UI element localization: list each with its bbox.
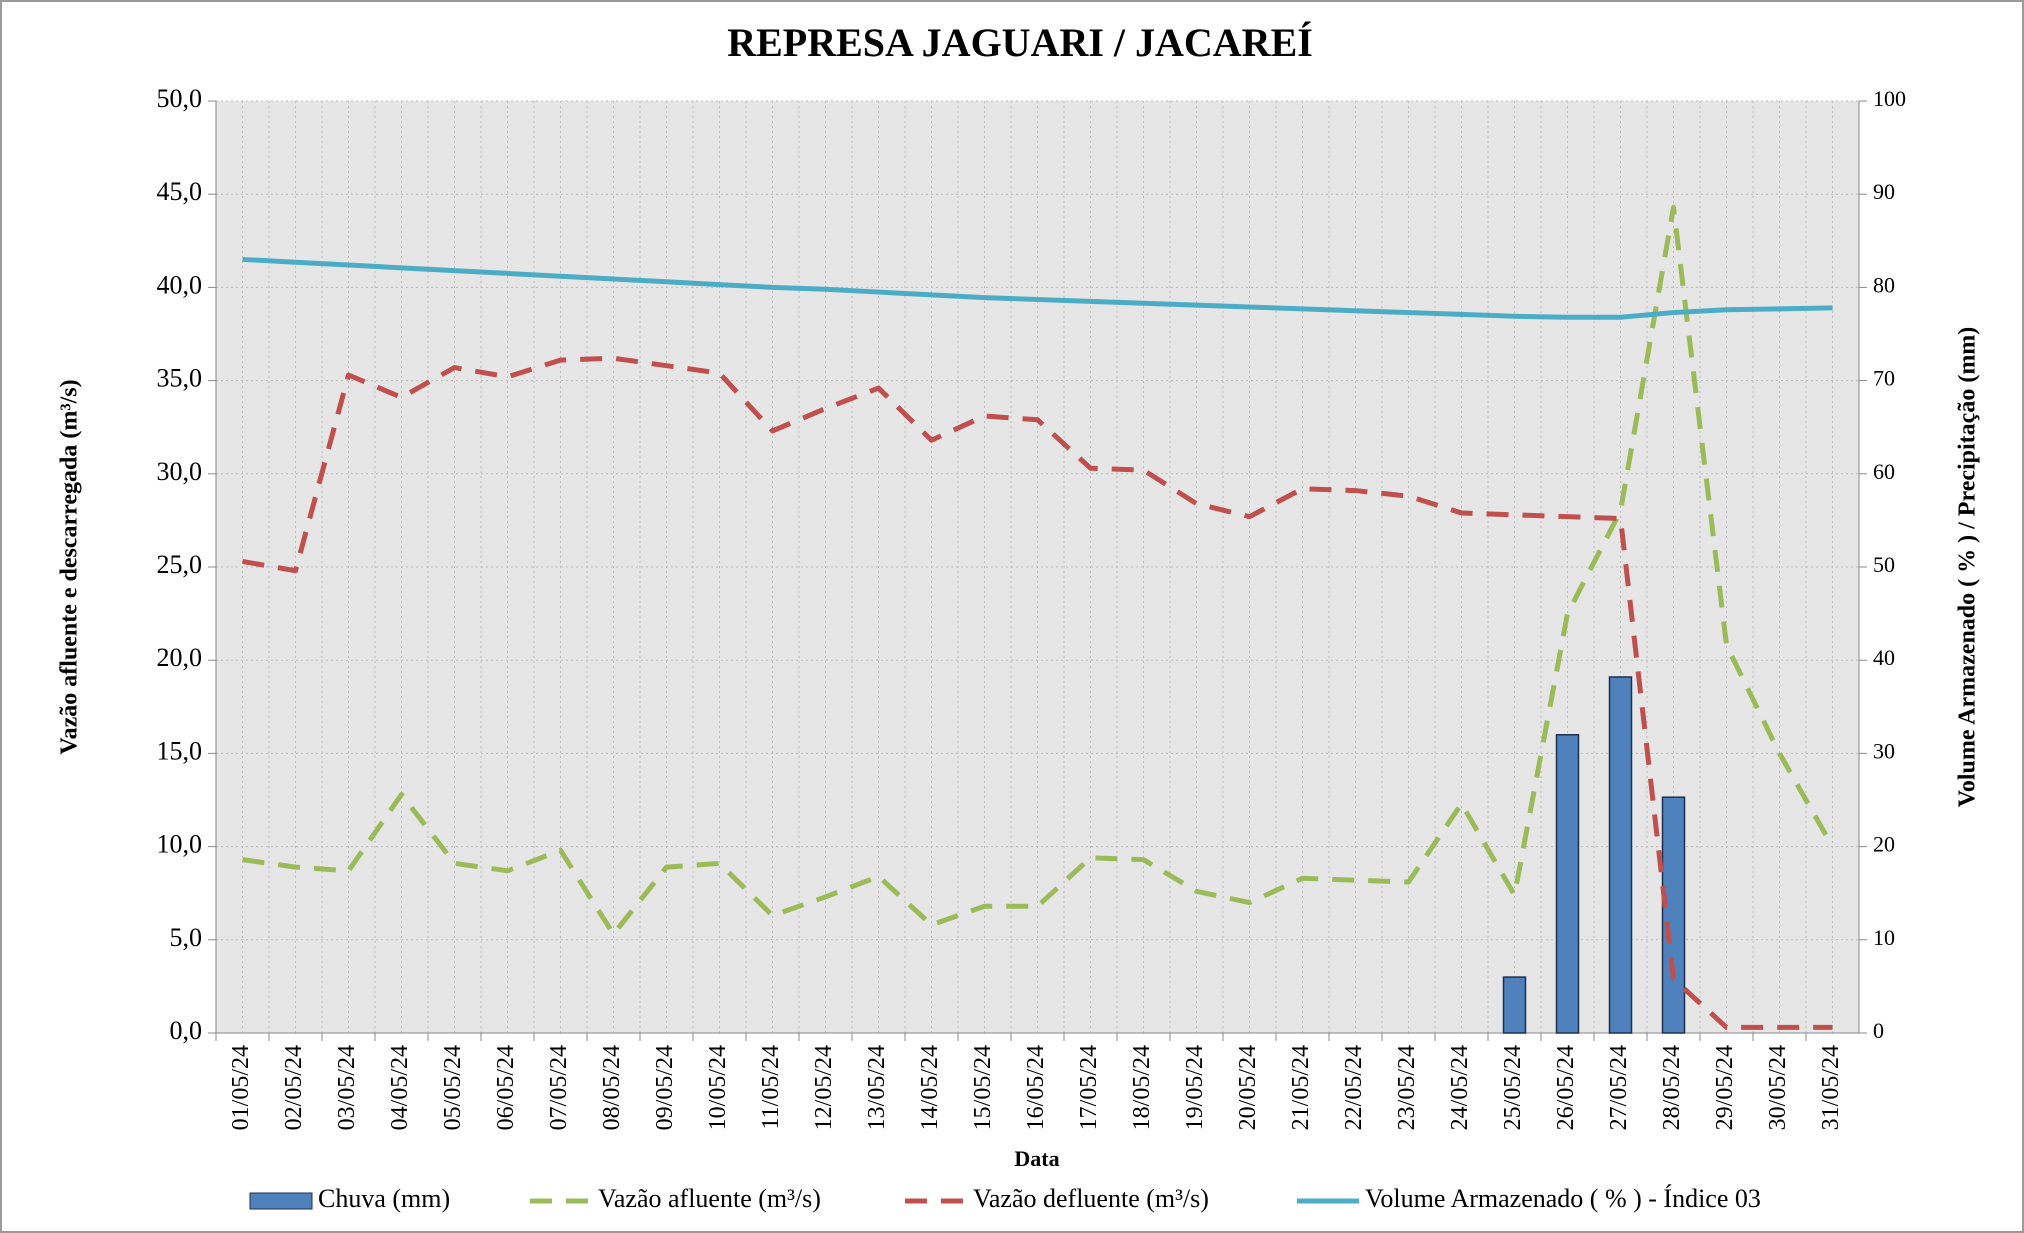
x-tick-label: 18/05/24 bbox=[1129, 1045, 1155, 1130]
x-tick-label: 04/05/24 bbox=[387, 1045, 413, 1130]
x-tick-label: 19/05/24 bbox=[1182, 1045, 1208, 1130]
x-tick-label: 15/05/24 bbox=[970, 1045, 996, 1130]
y-tick-label: 20,0 bbox=[157, 643, 203, 672]
legend-label: Chuva (mm) bbox=[318, 1184, 450, 1213]
x-tick-label: 31/05/24 bbox=[1818, 1045, 1844, 1130]
x-tick-label: 02/05/24 bbox=[281, 1045, 307, 1130]
y2-tick-label: 10 bbox=[1873, 925, 1895, 950]
x-tick-label: 24/05/24 bbox=[1447, 1045, 1473, 1130]
line bbox=[242, 256, 1833, 320]
bar bbox=[1502, 976, 1527, 1034]
y-tick-label: 30,0 bbox=[157, 457, 203, 486]
y-tick-label: 50,0 bbox=[157, 84, 203, 113]
y-tick-label: 5,0 bbox=[170, 923, 203, 952]
y2-tick-label: 20 bbox=[1873, 832, 1895, 857]
bar bbox=[1608, 676, 1633, 1034]
x-tick-label: 05/05/24 bbox=[440, 1045, 466, 1130]
x-tick-label: 10/05/24 bbox=[705, 1045, 731, 1130]
chart-title: REPRESA JAGUARI / JACAREÍ bbox=[727, 20, 1313, 65]
x-tick-label: 17/05/24 bbox=[1076, 1045, 1102, 1130]
line bbox=[242, 204, 1835, 937]
y2-tick-label: 90 bbox=[1873, 179, 1895, 204]
x-tick-label: 22/05/24 bbox=[1341, 1045, 1367, 1130]
x-tick-label: 21/05/24 bbox=[1288, 1045, 1314, 1130]
line bbox=[242, 355, 1833, 1030]
y-tick-label: 40,0 bbox=[157, 270, 203, 299]
x-tick-label: 13/05/24 bbox=[864, 1045, 890, 1130]
x-tick-label: 11/05/24 bbox=[758, 1045, 784, 1129]
legend-label: Vazão defluente (m³/s) bbox=[973, 1184, 1209, 1213]
x-tick-label: 14/05/24 bbox=[917, 1045, 943, 1130]
y2-tick-label: 100 bbox=[1873, 86, 1906, 111]
x-tick-label: 09/05/24 bbox=[652, 1045, 678, 1130]
x-tick-label: 26/05/24 bbox=[1553, 1045, 1579, 1130]
x-tick-label: 23/05/24 bbox=[1394, 1045, 1420, 1130]
y2-tick-label: 40 bbox=[1873, 645, 1895, 670]
y-tick-label: 0,0 bbox=[170, 1016, 203, 1045]
y2-tick-label: 50 bbox=[1873, 552, 1895, 577]
y2-tick-label: 80 bbox=[1873, 272, 1895, 297]
y2-tick-label: 60 bbox=[1873, 459, 1895, 484]
y-tick-label: 15,0 bbox=[157, 736, 203, 765]
bar bbox=[1661, 796, 1686, 1034]
legend-label: Volume Armazenado ( % ) - Índice 03 bbox=[1365, 1184, 1761, 1213]
x-tick-label: 12/05/24 bbox=[811, 1045, 837, 1130]
x-tick-label: 01/05/24 bbox=[228, 1045, 254, 1130]
x-tick-label: 06/05/24 bbox=[493, 1045, 519, 1130]
x-tick-label: 27/05/24 bbox=[1606, 1045, 1632, 1130]
x-tick-label: 16/05/24 bbox=[1023, 1045, 1049, 1130]
x-tick-label: 28/05/24 bbox=[1659, 1045, 1685, 1130]
y2-tick-label: 0 bbox=[1873, 1018, 1884, 1043]
bar bbox=[1555, 734, 1580, 1034]
x-tick-label: 03/05/24 bbox=[334, 1045, 360, 1130]
x-tick-label: 08/05/24 bbox=[599, 1045, 625, 1130]
x-tick-label: 20/05/24 bbox=[1235, 1045, 1261, 1130]
x-axis-label: Data bbox=[1014, 1146, 1059, 1171]
legend-swatch bbox=[249, 1192, 313, 1210]
x-tick-label: 25/05/24 bbox=[1500, 1045, 1526, 1130]
y-axis-label: Vazão afluente e descarregada (m³/s) bbox=[57, 379, 83, 754]
y2-tick-label: 30 bbox=[1873, 738, 1895, 763]
y2-tick-label: 70 bbox=[1873, 366, 1895, 391]
y-tick-label: 25,0 bbox=[157, 550, 203, 579]
x-tick-label: 30/05/24 bbox=[1765, 1045, 1791, 1130]
x-tick-label: 29/05/24 bbox=[1712, 1045, 1738, 1130]
legend-label: Vazão afluente (m³/s) bbox=[598, 1184, 821, 1213]
x-tick-label: 07/05/24 bbox=[546, 1045, 572, 1130]
y-tick-label: 10,0 bbox=[157, 830, 203, 859]
y-tick-label: 35,0 bbox=[157, 364, 203, 393]
y2-axis-label: Volume Armazenado ( % ) / Precipitação (… bbox=[1955, 327, 1981, 808]
y-tick-label: 45,0 bbox=[157, 177, 203, 206]
